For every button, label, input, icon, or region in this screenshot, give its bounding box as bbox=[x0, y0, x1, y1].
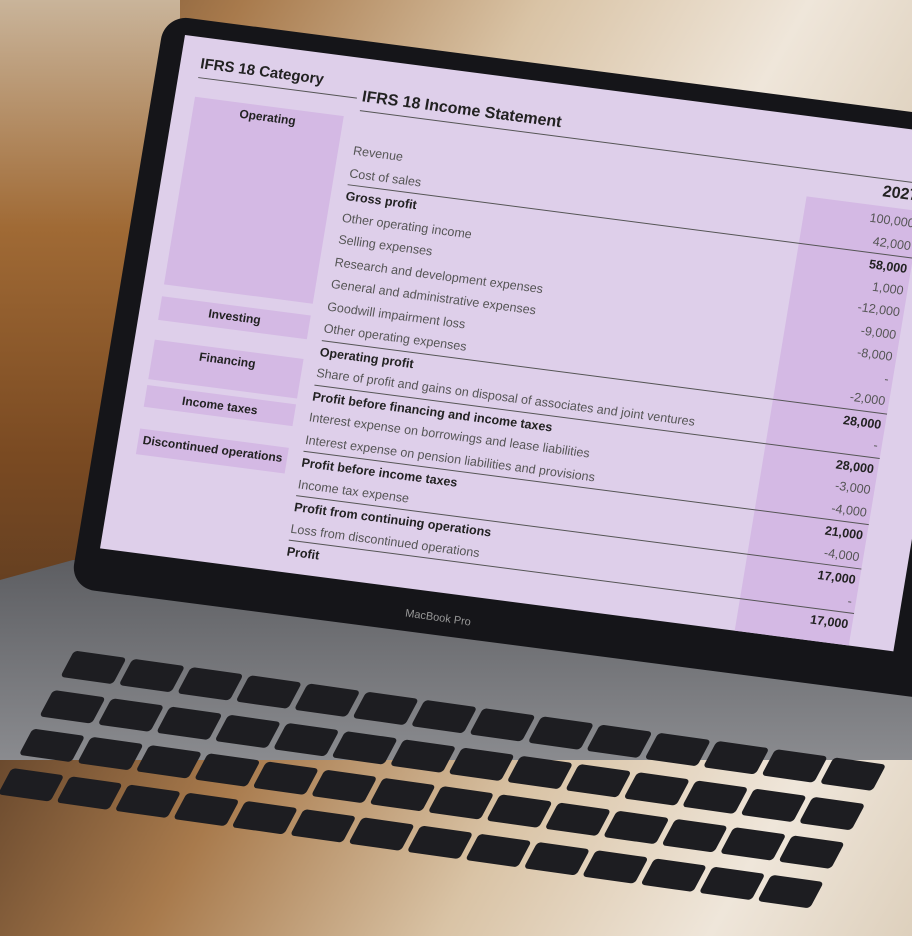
keyboard-key bbox=[194, 753, 261, 787]
keyboard-key bbox=[156, 705, 223, 740]
keyboard-key bbox=[486, 794, 553, 828]
keyboard-key bbox=[290, 808, 357, 843]
keyboard-key bbox=[118, 658, 186, 693]
category-discontinued-operations: Discontinued operations bbox=[135, 428, 289, 474]
keyboard-key bbox=[582, 849, 649, 884]
keyboard-key bbox=[407, 824, 474, 859]
keyboard-key bbox=[97, 697, 165, 732]
keyboard-key bbox=[757, 874, 825, 908]
category-operating: Operating bbox=[163, 96, 344, 304]
row-label: Revenue bbox=[352, 143, 405, 164]
category-investing: Investing bbox=[158, 296, 311, 340]
keyboard-key bbox=[252, 761, 319, 796]
keyboard-key bbox=[623, 771, 691, 806]
keyboard-key bbox=[469, 708, 536, 742]
keyboard-key bbox=[56, 775, 123, 810]
keyboard-key bbox=[352, 691, 419, 726]
keyboard-key bbox=[506, 755, 574, 789]
keyboard-key bbox=[644, 732, 711, 767]
keyboard-key bbox=[348, 816, 416, 851]
laptop-screen: IFRS 18 Category Operating Investing Fin… bbox=[100, 35, 912, 652]
keyboard-key bbox=[39, 689, 106, 724]
year-header: 2027 bbox=[881, 183, 912, 205]
keyboard-key bbox=[135, 744, 203, 779]
keyboard-key bbox=[293, 683, 361, 718]
keyboard-key bbox=[527, 716, 595, 750]
keyboard-key bbox=[702, 740, 770, 775]
keyboard-key bbox=[799, 796, 866, 830]
keyboard-key bbox=[778, 835, 845, 869]
keyboard-key bbox=[682, 779, 749, 814]
keyboard-key bbox=[465, 833, 532, 867]
keyboard-key bbox=[390, 738, 457, 773]
keyboard-key bbox=[231, 800, 299, 835]
keyboard-key bbox=[273, 722, 340, 757]
keyboard-key bbox=[214, 714, 282, 748]
keyboard-key bbox=[761, 749, 828, 783]
statement-title: IFRS 18 Income Statement bbox=[360, 88, 563, 132]
keyboard-key bbox=[18, 728, 86, 763]
keyboard-key bbox=[331, 730, 399, 765]
keyboard-key bbox=[819, 757, 887, 791]
keyboard-key bbox=[719, 827, 787, 861]
keyboard-key bbox=[523, 841, 591, 876]
row-label: Profit bbox=[285, 544, 321, 563]
keyboard-key bbox=[410, 699, 478, 734]
keyboard-key bbox=[544, 802, 612, 837]
keyboard-key bbox=[699, 866, 766, 900]
keyboard-key bbox=[60, 650, 127, 685]
keyboard-key bbox=[369, 777, 436, 812]
keyboard-key bbox=[0, 767, 65, 802]
keyboard-key bbox=[661, 818, 728, 853]
keyboard-key bbox=[565, 763, 632, 798]
keyboard-key bbox=[640, 857, 708, 892]
category-title: IFRS 18 Category bbox=[199, 55, 326, 89]
keyboard-key bbox=[310, 769, 378, 804]
keyboard-key bbox=[114, 783, 182, 818]
keyboard-key bbox=[740, 788, 808, 822]
keyboard-key bbox=[448, 747, 515, 781]
keyboard-key bbox=[603, 810, 670, 845]
keyboard-key bbox=[77, 736, 144, 771]
keyboard-key bbox=[586, 724, 653, 759]
keyboard-key bbox=[177, 666, 244, 701]
keyboard-key bbox=[173, 792, 240, 826]
keyboard-key bbox=[427, 785, 495, 820]
keyboard-key bbox=[235, 675, 302, 709]
